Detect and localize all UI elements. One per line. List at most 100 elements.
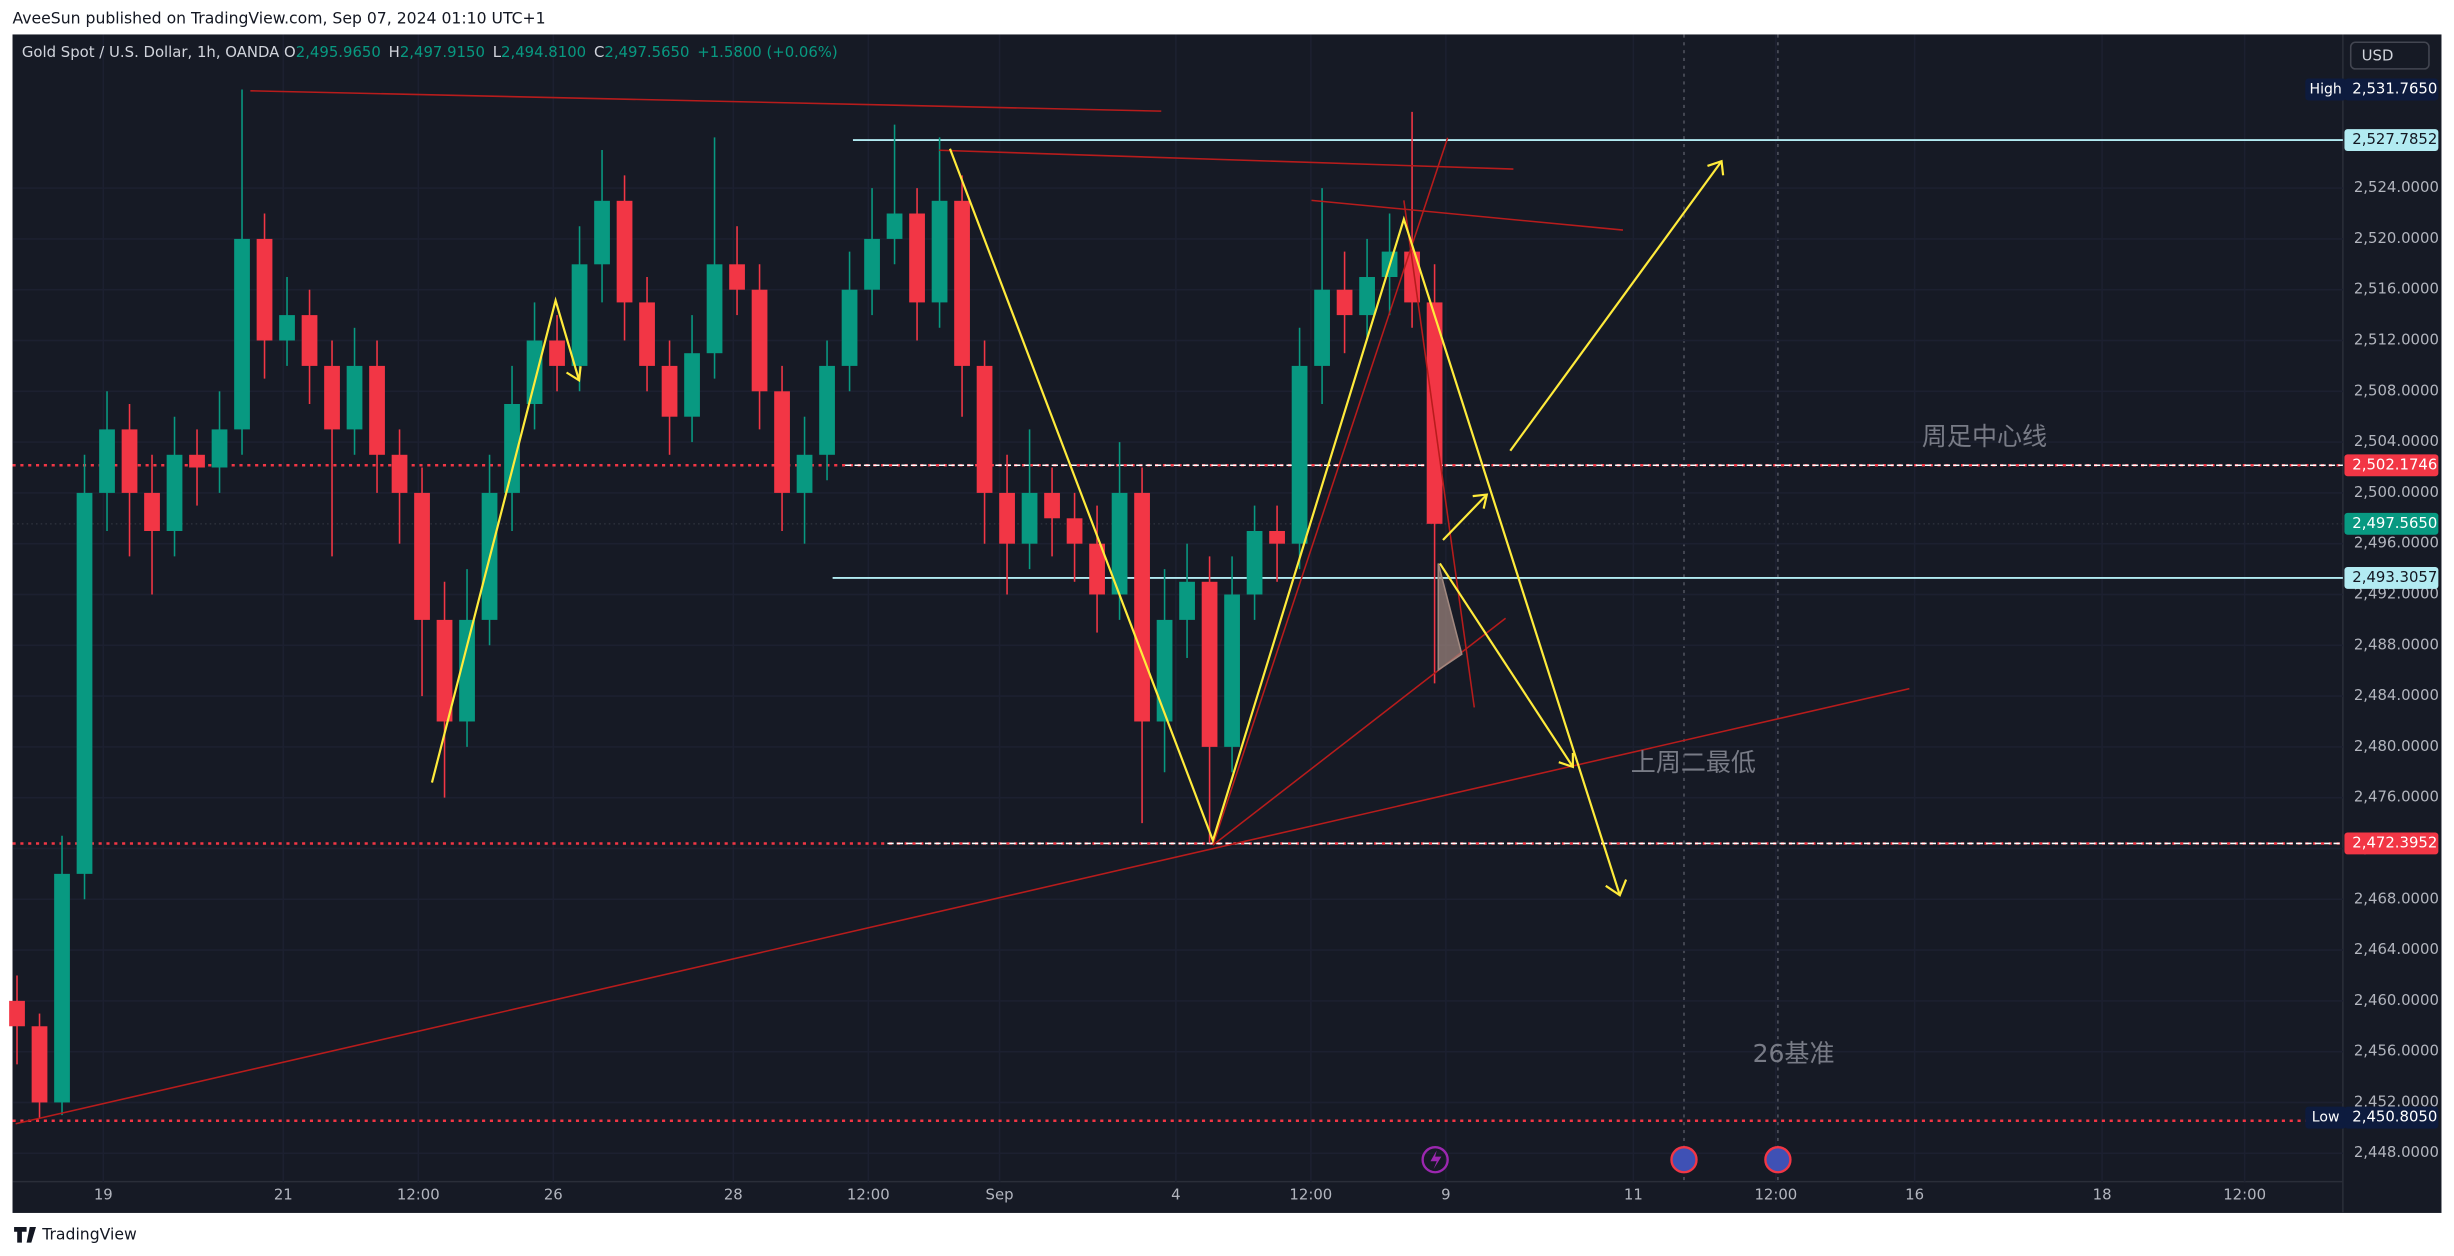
candle-body [1291, 365, 1308, 544]
candle-body [414, 492, 430, 620]
y-tick-label: 2,456.0000 [2354, 1042, 2439, 1060]
candle-body [954, 200, 970, 366]
candle-body [751, 289, 768, 392]
candle-body [661, 365, 678, 417]
brand-name: TradingView [41, 1224, 137, 1243]
x-tick-label: 12:00 [397, 1186, 440, 1204]
legend-item: 2,497.5650 [604, 43, 689, 61]
marker-value: 2,450.8050 [2352, 1108, 2437, 1126]
y-tick-label: 2,476.0000 [2354, 788, 2439, 806]
trend-line [1212, 137, 1449, 846]
publisher-line: AveeSun published on TradingView.com, Se… [13, 8, 546, 27]
candle-body [616, 200, 633, 303]
x-tick-label: 26 [544, 1186, 563, 1204]
event-icon[interactable] [1670, 1146, 1698, 1174]
level-label: 2,493.3057 [2352, 568, 2437, 586]
trend-line [250, 90, 1162, 112]
candle-body [909, 213, 925, 303]
candle-body [211, 429, 228, 468]
legend-item: H [389, 43, 400, 61]
marker-name-bg [2305, 1106, 2347, 1129]
level-label-bg [2344, 566, 2439, 589]
y-tick-label: 2,504.0000 [2354, 432, 2439, 450]
candle-body [391, 454, 408, 493]
candle-body [369, 365, 385, 455]
candle-body [1089, 543, 1105, 595]
y-tick-label: 2,468.0000 [2354, 889, 2439, 907]
candle-body [279, 315, 295, 341]
event-icon-glyph [1430, 1150, 1442, 1170]
candle-body [459, 619, 475, 722]
arrow-path [948, 148, 1621, 896]
y-tick-label: 2,480.0000 [2354, 737, 2439, 755]
candle-body [1156, 619, 1173, 722]
event-icon[interactable] [1421, 1146, 1449, 1174]
arrowhead [565, 366, 582, 383]
arrow-path [430, 296, 581, 783]
symbol-title: Gold Spot / U.S. Dollar, 1h, OANDA [22, 43, 280, 61]
arrow-path [1442, 493, 1488, 541]
x-tick-label: 12:00 [1289, 1186, 1332, 1204]
candle-body [1314, 289, 1330, 366]
annotation: 周足中心线 [1922, 422, 2047, 451]
candles [9, 89, 1443, 1118]
legend-item: 2,497.9150 [400, 43, 485, 61]
candle-body [594, 200, 610, 265]
candle-body [864, 238, 880, 290]
time-axis: 19 21 12:00 26 28 12:00 Sep 4 12:00 9 11 12:00 16 18 1… [94, 1186, 2266, 1204]
y-tick-label: 2,452.0000 [2354, 1092, 2439, 1110]
candle-body [234, 238, 250, 430]
arrowhead [1558, 752, 1574, 769]
x-tick-label: 19 [94, 1186, 113, 1204]
candle-body [9, 1000, 25, 1027]
candle-body [1269, 530, 1285, 544]
level-label-bg [2344, 454, 2439, 477]
trend-line [1311, 199, 1624, 231]
y-tick-label: 2,484.0000 [2354, 686, 2439, 704]
candle-body [1179, 581, 1195, 620]
y-tick-label: 2,508.0000 [2354, 381, 2439, 399]
x-tick-label: 11 [1624, 1186, 1643, 1204]
x-tick-label: 12:00 [847, 1186, 890, 1204]
candle-body [999, 492, 1015, 544]
currency-button[interactable] [2349, 41, 2430, 70]
arrow-path [1438, 562, 1574, 768]
candle-body [1426, 302, 1443, 524]
trend-line [1403, 200, 1476, 708]
legend-item: C [594, 43, 604, 61]
candle-body [346, 365, 363, 430]
event-icon[interactable] [1764, 1146, 1792, 1174]
x-tick-label: 9 [1441, 1186, 1450, 1204]
legend-item: O [284, 43, 296, 61]
candle-body [1044, 492, 1060, 519]
candle-body [54, 873, 70, 1103]
brand-logo [14, 1227, 36, 1243]
candle-body [504, 404, 520, 493]
y-tick-label: 2,460.0000 [2354, 991, 2439, 1009]
candle-body [166, 454, 183, 531]
legend-item: 2,495.9650 [296, 43, 381, 61]
candle-body [571, 264, 588, 366]
y-tick-label: 2,496.0000 [2354, 534, 2439, 552]
candle-body [99, 429, 115, 493]
annotation: 26基准 [1753, 1039, 1835, 1068]
currency-label: USD [2362, 46, 2394, 64]
candle-body [774, 391, 790, 493]
legend-item: 2,494.8100 [501, 43, 586, 61]
trend-line [15, 687, 1910, 1125]
candle-body [976, 365, 993, 493]
candle-body [796, 454, 813, 493]
shape [1437, 563, 1463, 672]
arrow-path [1509, 160, 1723, 452]
y-tick-label: 2,488.0000 [2354, 635, 2439, 653]
candle-body [31, 1026, 48, 1103]
candle-body [549, 340, 565, 366]
candle-body [1201, 581, 1218, 747]
marker-name: Low [2312, 1110, 2340, 1126]
level-label: 2,527.7852 [2352, 130, 2437, 148]
y-tick-label: 2,520.0000 [2354, 229, 2439, 247]
candle-body [526, 340, 543, 405]
event-icons [1421, 1146, 1792, 1174]
candle-body [301, 315, 318, 366]
x-tick-label: 21 [274, 1186, 293, 1204]
